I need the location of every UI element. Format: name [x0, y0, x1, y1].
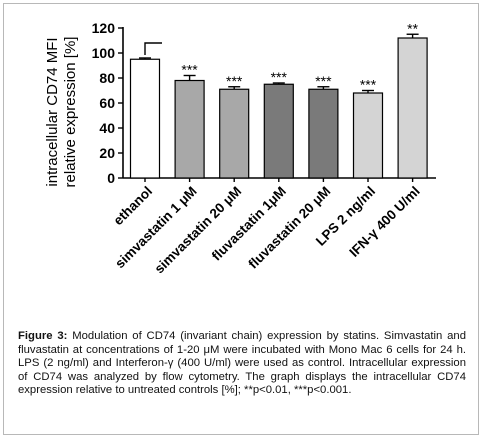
significance-label: ***	[271, 69, 288, 85]
bar	[129, 58, 161, 179]
x-tick-label: fluvastatin 20 μM	[245, 184, 333, 272]
bar	[352, 92, 384, 179]
y-tick-label: 80	[99, 70, 115, 86]
bar-chart: intracellular CD74 MFI relative expressi…	[44, 20, 436, 277]
y-tick-label: 20	[99, 145, 115, 161]
y-axis-title-line1: intracellular CD74 MFI	[44, 37, 61, 186]
caption-label: Figure 3:	[18, 330, 68, 342]
y-tick-label: 100	[92, 45, 116, 61]
significance-label: **	[407, 20, 418, 36]
bar	[308, 88, 339, 179]
significance-label: ***	[360, 77, 377, 93]
significance-label: ***	[181, 62, 198, 78]
bar	[174, 79, 205, 179]
bar	[219, 88, 250, 179]
x-tick-label: ethanol	[111, 184, 156, 229]
y-tick-label: 0	[107, 170, 115, 186]
significance-label: ***	[226, 73, 243, 89]
figure-caption: Figure 3: Modulation of CD74 (invariant …	[18, 330, 466, 398]
bar	[263, 83, 294, 179]
bar	[397, 37, 428, 179]
reference-bracket	[144, 42, 162, 55]
x-tick-label: simvastatin 1 μM	[112, 184, 200, 272]
y-tick-label: 40	[99, 120, 115, 136]
caption-text: Modulation of CD74 (invariant chain) exp…	[18, 330, 466, 397]
y-tick-label: 60	[99, 95, 115, 111]
significance-label: ***	[315, 73, 332, 89]
y-tick-label: 120	[92, 20, 116, 36]
y-axis-title-line2: relative expression [%]	[62, 37, 79, 188]
bars: ****** *** *** *****	[129, 20, 428, 179]
x-tick-label: simvastatin 20 μM	[151, 184, 244, 277]
y-axis-title: intracellular CD74 MFI relative expressi…	[44, 37, 79, 188]
